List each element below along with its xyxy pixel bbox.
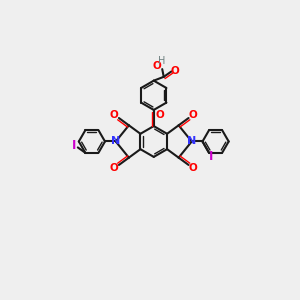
Text: O: O [170,66,179,76]
Text: I: I [209,150,213,163]
Text: H: H [158,56,165,66]
Text: O: O [189,163,198,173]
Text: N: N [187,136,196,146]
Text: O: O [152,61,161,71]
Text: O: O [155,110,164,120]
Text: O: O [189,110,198,120]
Text: O: O [110,163,119,173]
Text: O: O [110,110,119,120]
Text: N: N [111,136,120,146]
Text: I: I [72,140,76,152]
